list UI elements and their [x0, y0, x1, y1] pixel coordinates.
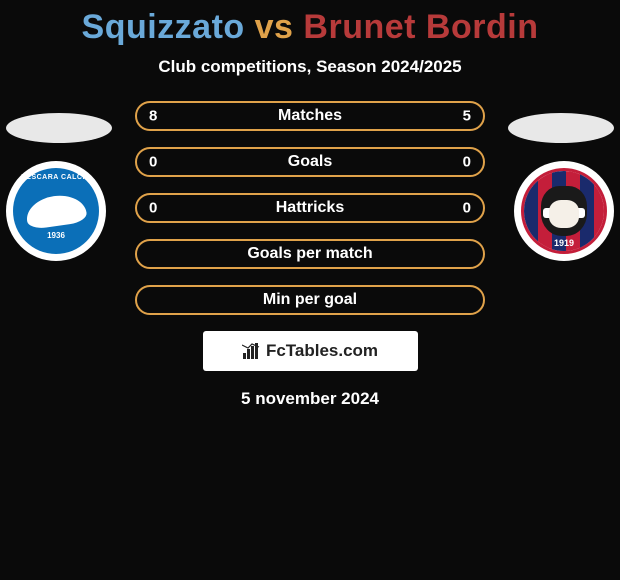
comparison-content: PESCARA CALCIO 1936 1919 8 Matches 5 0 Goals…: [0, 101, 620, 409]
comparison-title: Squizzato vs Brunet Bordin: [0, 0, 620, 47]
pescara-badge-text: PESCARA CALCIO: [21, 174, 91, 181]
stat-row: Min per goal: [135, 285, 485, 315]
player2-name: Brunet Bordin: [303, 8, 538, 46]
stat-value-right: 0: [463, 154, 471, 171]
moor-head-icon: [541, 186, 587, 236]
stat-label: Matches: [278, 107, 342, 125]
sestri-year: 1919: [554, 238, 574, 248]
stat-value-right: 5: [463, 108, 471, 125]
stat-rows: 8 Matches 5 0 Goals 0 0 Hattricks 0 Goals per mat…: [135, 101, 485, 315]
club-badge-left: PESCARA CALCIO 1936: [6, 161, 106, 261]
pescara-badge: PESCARA CALCIO 1936: [13, 168, 99, 254]
subtitle: Club competitions, Season 2024/2025: [0, 57, 620, 77]
vs-text: vs: [255, 8, 294, 46]
stat-row: 8 Matches 5: [135, 101, 485, 131]
stat-label: Goals: [288, 153, 332, 171]
stat-value-left: 8: [149, 108, 157, 125]
stat-label: Min per goal: [263, 291, 357, 309]
club-badge-right: 1919: [514, 161, 614, 261]
date-text: 5 november 2024: [0, 389, 620, 409]
player1-name: Squizzato: [82, 8, 245, 46]
head-band: [543, 208, 585, 218]
stat-value-left: 0: [149, 200, 157, 217]
stat-label: Goals per match: [247, 245, 372, 263]
player1-avatar-placeholder: [6, 113, 112, 143]
stat-row: 0 Goals 0: [135, 147, 485, 177]
stat-row: 0 Hattricks 0: [135, 193, 485, 223]
brand-text: FcTables.com: [266, 341, 378, 361]
brand-box: FcTables.com: [203, 331, 418, 371]
stat-value-left: 0: [149, 154, 157, 171]
stat-label: Hattricks: [276, 199, 344, 217]
sestri-badge: 1919: [521, 168, 607, 254]
dolphin-icon: [24, 192, 88, 230]
player2-avatar-placeholder: [508, 113, 614, 143]
bar-chart-icon: [242, 342, 262, 360]
stat-row: Goals per match: [135, 239, 485, 269]
pescara-year: 1936: [47, 231, 65, 240]
stat-value-right: 0: [463, 200, 471, 217]
